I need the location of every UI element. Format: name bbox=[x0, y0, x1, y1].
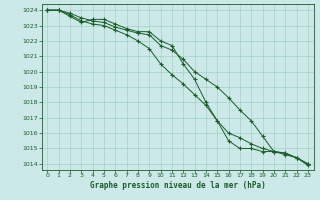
X-axis label: Graphe pression niveau de la mer (hPa): Graphe pression niveau de la mer (hPa) bbox=[90, 181, 266, 190]
